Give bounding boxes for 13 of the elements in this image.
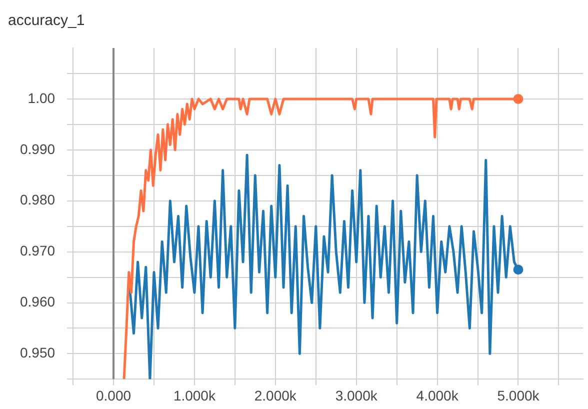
- y-tick-label: 0.960: [20, 294, 56, 310]
- x-tick-label: 5.000k: [497, 387, 540, 404]
- y-tick-label: 0.990: [20, 140, 56, 157]
- x-tick-label: 0.000: [96, 387, 132, 404]
- y-tick-label: 0.970: [20, 242, 56, 259]
- x-tick-label: 2.000k: [254, 387, 298, 404]
- x-tick-label: 4.000k: [416, 387, 460, 404]
- y-tick-label: 0.980: [20, 192, 56, 208]
- y-tick-label: 1.00: [28, 90, 56, 106]
- x-tick-label: 3.000k: [335, 387, 378, 404]
- x-tick-label: 1.000k: [173, 387, 216, 404]
- y-tick-label: 0.950: [20, 344, 56, 361]
- chart-title: accuracy_1: [8, 12, 85, 30]
